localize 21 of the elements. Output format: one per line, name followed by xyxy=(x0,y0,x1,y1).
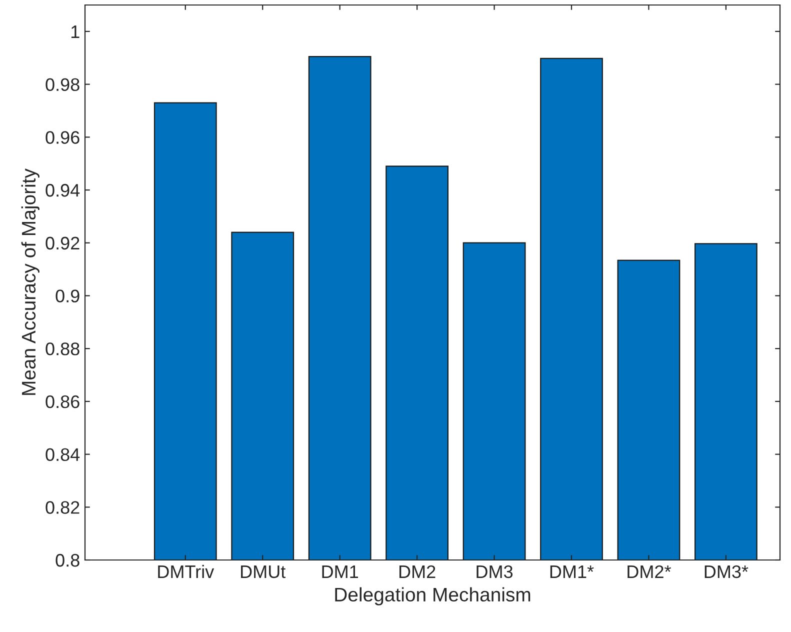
y-tick-label: 0.9 xyxy=(56,290,80,302)
y-tick-label: 0.96 xyxy=(46,131,80,144)
y-tick-label: 0.88 xyxy=(46,342,80,356)
x-tick-label: DM2 xyxy=(399,565,436,578)
x-tick-label: DMUt xyxy=(241,566,286,578)
y-tick-label: 0.86 xyxy=(46,395,80,408)
x-tick-label: DM3 xyxy=(476,565,513,578)
y-tick-label: 0.94 xyxy=(46,184,80,197)
x-tick-label: DM1 xyxy=(322,566,358,578)
y-tick-label: 0.82 xyxy=(46,501,80,514)
x-axis-title: Delegation Mechanism xyxy=(335,587,530,606)
y-tick-label: 0.92 xyxy=(46,236,80,250)
y-tick-label: 0.98 xyxy=(46,78,80,92)
x-tick-label: DM1* xyxy=(550,566,594,578)
x-tick-label: DMTriv xyxy=(158,564,214,578)
y-tick-label: 0.8 xyxy=(56,554,80,567)
y-tick-label: 0.84 xyxy=(46,448,80,462)
y-tick-label: 1 xyxy=(71,26,80,38)
x-tick-label: DM2* xyxy=(628,565,672,578)
x-tick-label: DM3* xyxy=(704,565,748,578)
y-axis-title: Mean Accuracy of Majority xyxy=(21,168,40,395)
